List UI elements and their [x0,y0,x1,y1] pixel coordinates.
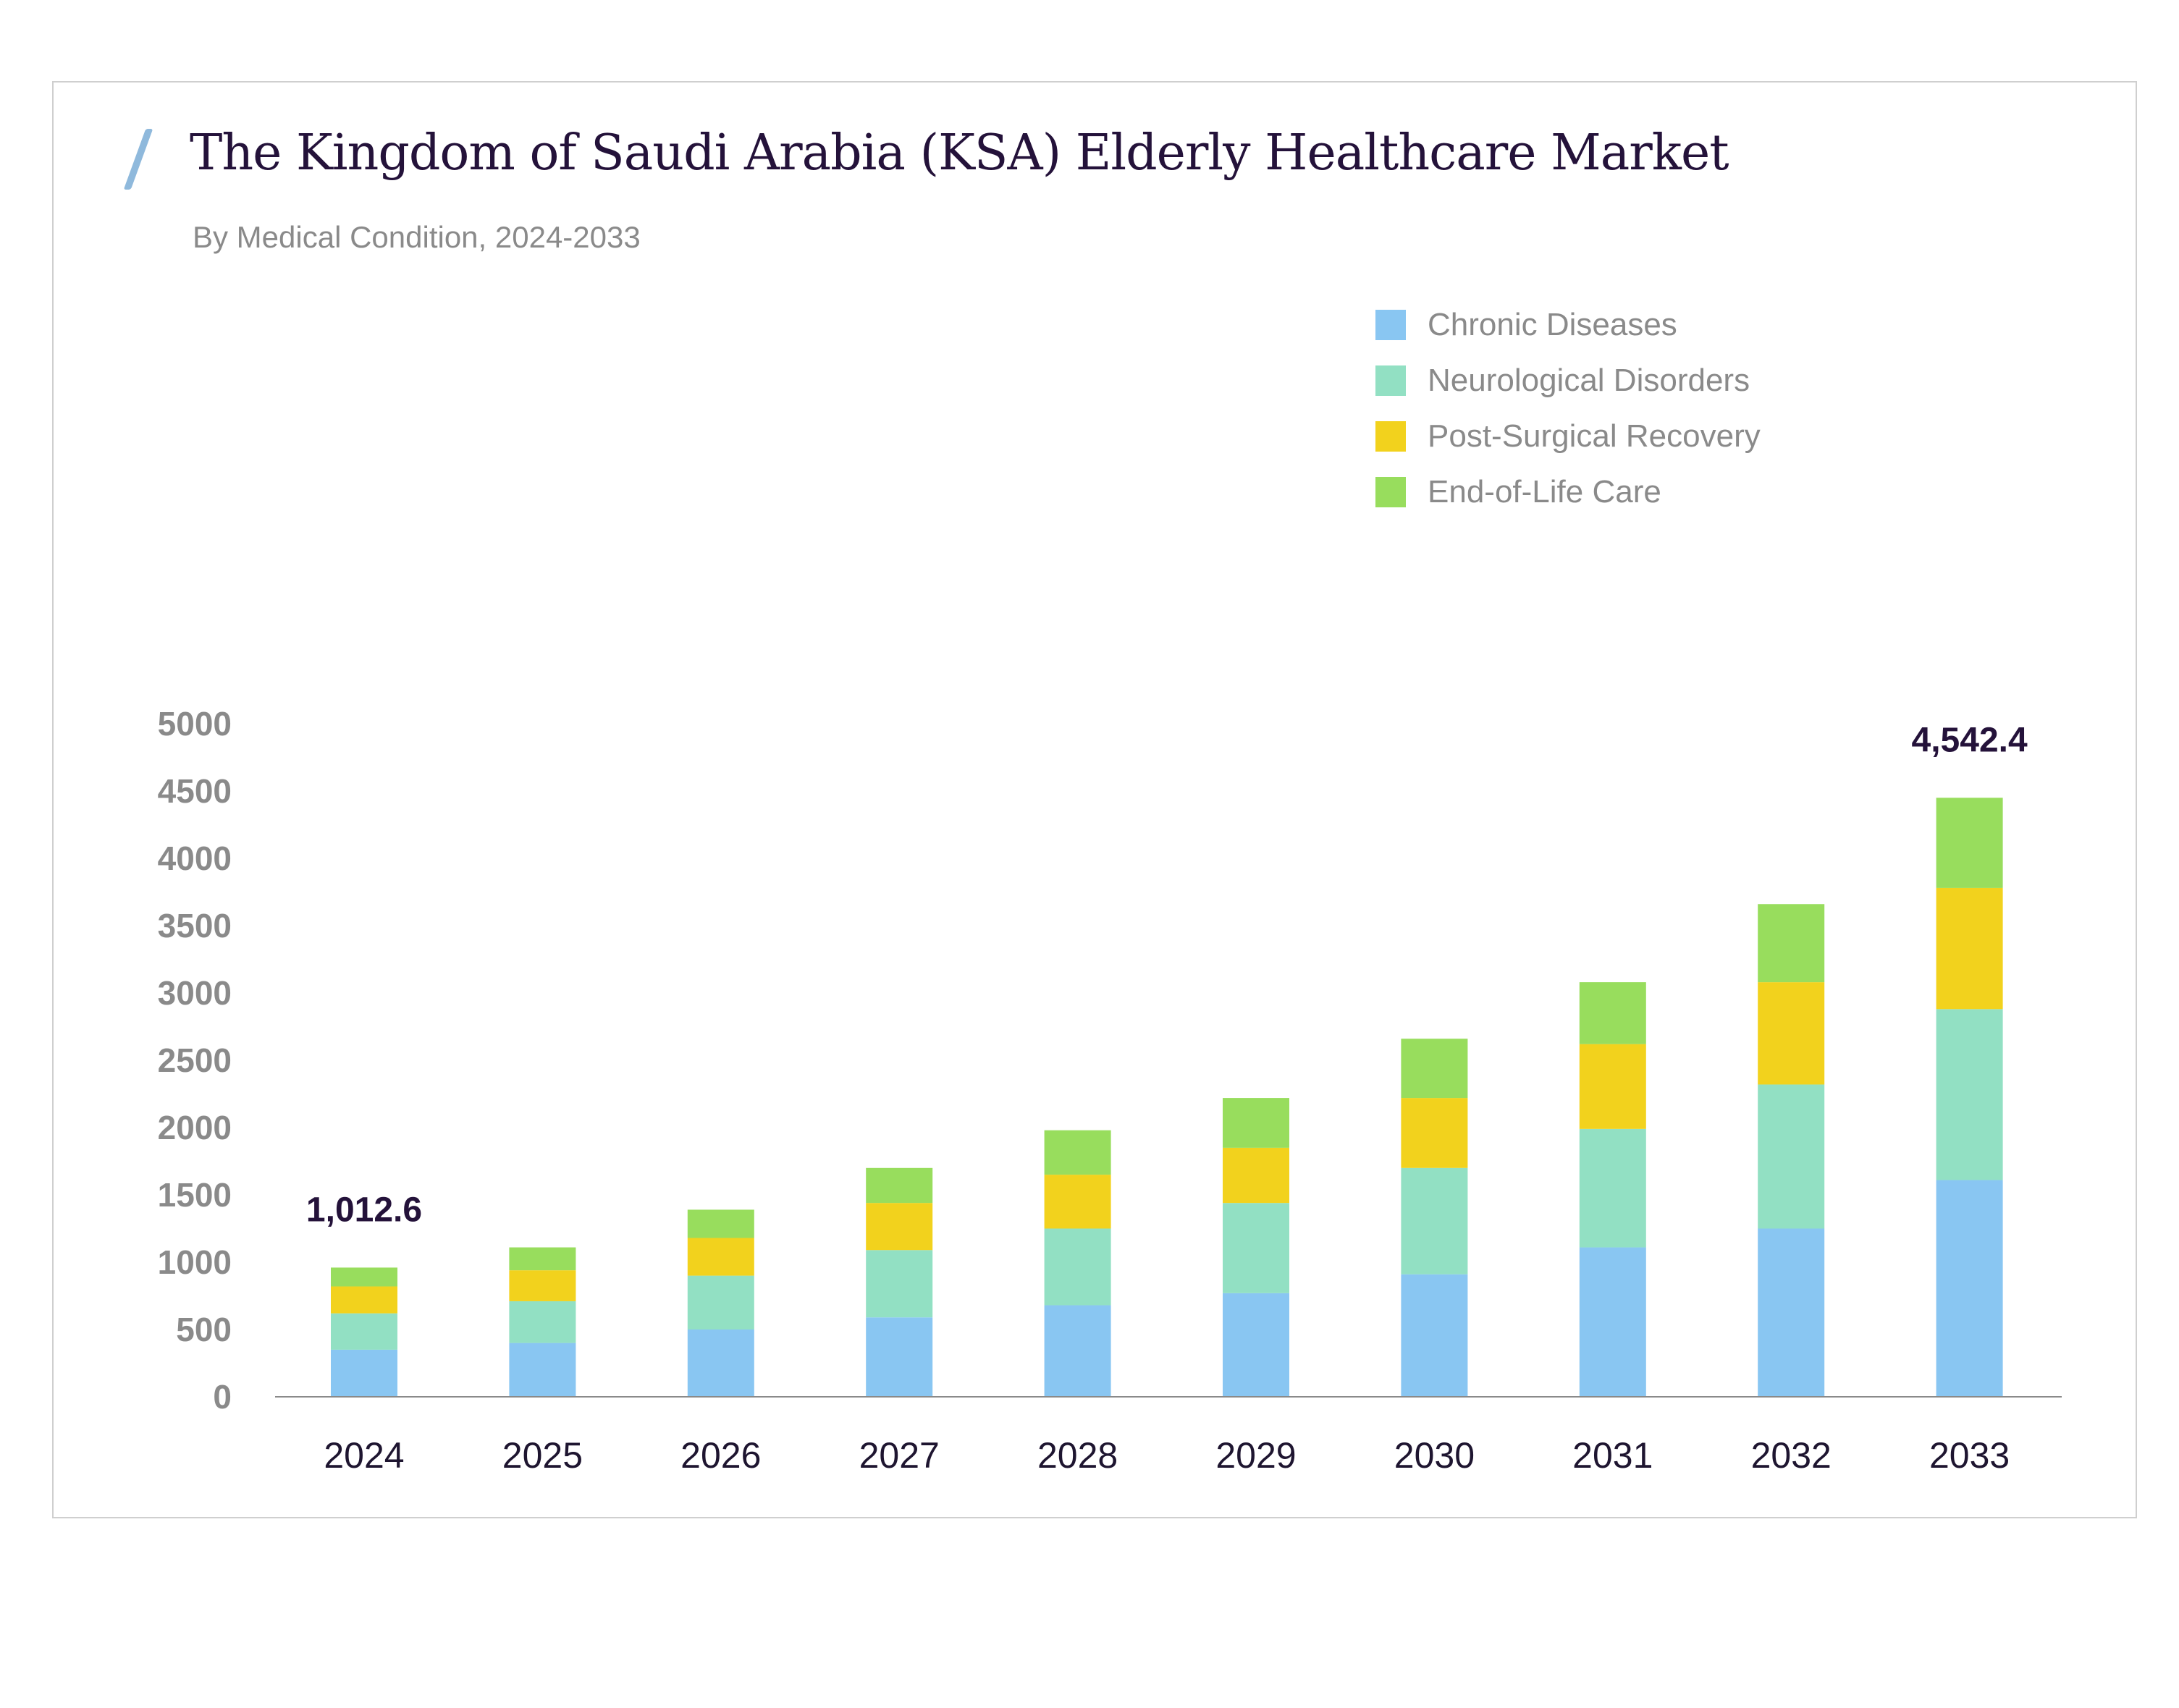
legend-swatch [1375,309,1406,340]
x-tick-label: 2030 [1394,1435,1475,1476]
legend-swatch [1375,420,1406,452]
bar-segment [1936,798,2003,888]
bar-segment [866,1167,933,1204]
bar-segment [1579,982,1646,1044]
y-tick-label: 3500 [158,907,232,944]
y-tick-label: 4500 [158,772,232,810]
bar-segment [687,1329,754,1397]
bar-segment [1401,1039,1468,1099]
y-tick-label: 500 [176,1311,232,1348]
bar-segment [1758,982,1825,1085]
bar-segment [509,1247,576,1271]
y-tick-label: 3000 [158,974,232,1012]
x-tick-label: 2031 [1572,1435,1653,1476]
y-tick-label: 5000 [158,705,232,743]
x-tick-label: 2028 [1037,1435,1118,1476]
y-tick-label: 4000 [158,840,232,877]
legend-label: End-of-Life Care [1428,473,1661,510]
bar-segment [866,1250,933,1318]
bar-segment [1044,1305,1111,1397]
bar-segment [1579,1247,1646,1397]
bar-segment [1044,1130,1111,1175]
total-label: 4,542.4 [1912,721,2028,759]
chart-legend: Chronic Diseases Neurological Disorders Po… [1375,297,1761,520]
x-tick-label: 2025 [502,1435,583,1476]
chart-title: The Kingdom of Saudi Arabia (KSA) Elderl… [190,124,1729,182]
bar-segment [1758,904,1825,983]
bar-segment [1401,1167,1468,1274]
bar-segment [687,1238,754,1276]
legend-swatch [1375,476,1406,507]
bar-segment [331,1313,397,1350]
bar-segment [509,1301,576,1343]
legend-item: End-of-Life Care [1375,464,1761,520]
chart-subtitle: By Medical Condition, 2024-2033 [193,220,641,254]
bar-segment [687,1275,754,1329]
bar-segment [1223,1098,1289,1148]
bar-segment [1223,1203,1289,1293]
bar-segment [1758,1228,1825,1397]
bar-segment [866,1203,933,1251]
bar-segment [866,1317,933,1397]
bar-segment [509,1343,576,1397]
bar-segment [509,1270,576,1301]
bar-segment [1579,1128,1646,1248]
legend-label: Neurological Disorders [1428,362,1750,398]
bar-segment [1579,1044,1646,1129]
total-label: 1,012.6 [306,1191,422,1229]
bar-segment [331,1349,397,1397]
legend-item: Post-Surgical Recovery [1375,408,1761,464]
legend-item: Neurological Disorders [1375,352,1761,408]
y-tick-label: 0 [213,1378,232,1416]
y-tick-label: 1000 [158,1243,232,1281]
bar-segment [331,1267,397,1287]
x-tick-label: 2029 [1215,1435,1296,1476]
x-tick-label: 2033 [1929,1435,2010,1476]
bar-segment [1401,1274,1468,1397]
legend-item: Chronic Diseases [1375,297,1761,352]
y-tick-label: 2000 [158,1109,232,1146]
bar-segment [1936,1009,2003,1180]
bar-segment [687,1209,754,1238]
bar-segment [1936,1180,2003,1397]
bar-segment [1044,1228,1111,1306]
x-tick-label: 2032 [1751,1435,1832,1476]
bar-segment [1936,887,2003,1010]
bar-segment [331,1286,397,1314]
x-tick-label: 2027 [859,1435,940,1476]
bar-segment [1223,1147,1289,1204]
y-tick-label: 1500 [158,1176,232,1214]
bar-segment [1044,1175,1111,1229]
y-tick-label: 2500 [158,1041,232,1079]
legend-label: Chronic Diseases [1428,306,1677,342]
bar-segment [1223,1293,1289,1397]
legend-label: Post-Surgical Recovery [1428,418,1761,454]
legend-swatch [1375,365,1406,396]
x-tick-label: 2024 [324,1435,404,1476]
x-tick-label: 2026 [680,1435,761,1476]
bar-segment [1758,1084,1825,1229]
bar-segment [1401,1098,1468,1168]
